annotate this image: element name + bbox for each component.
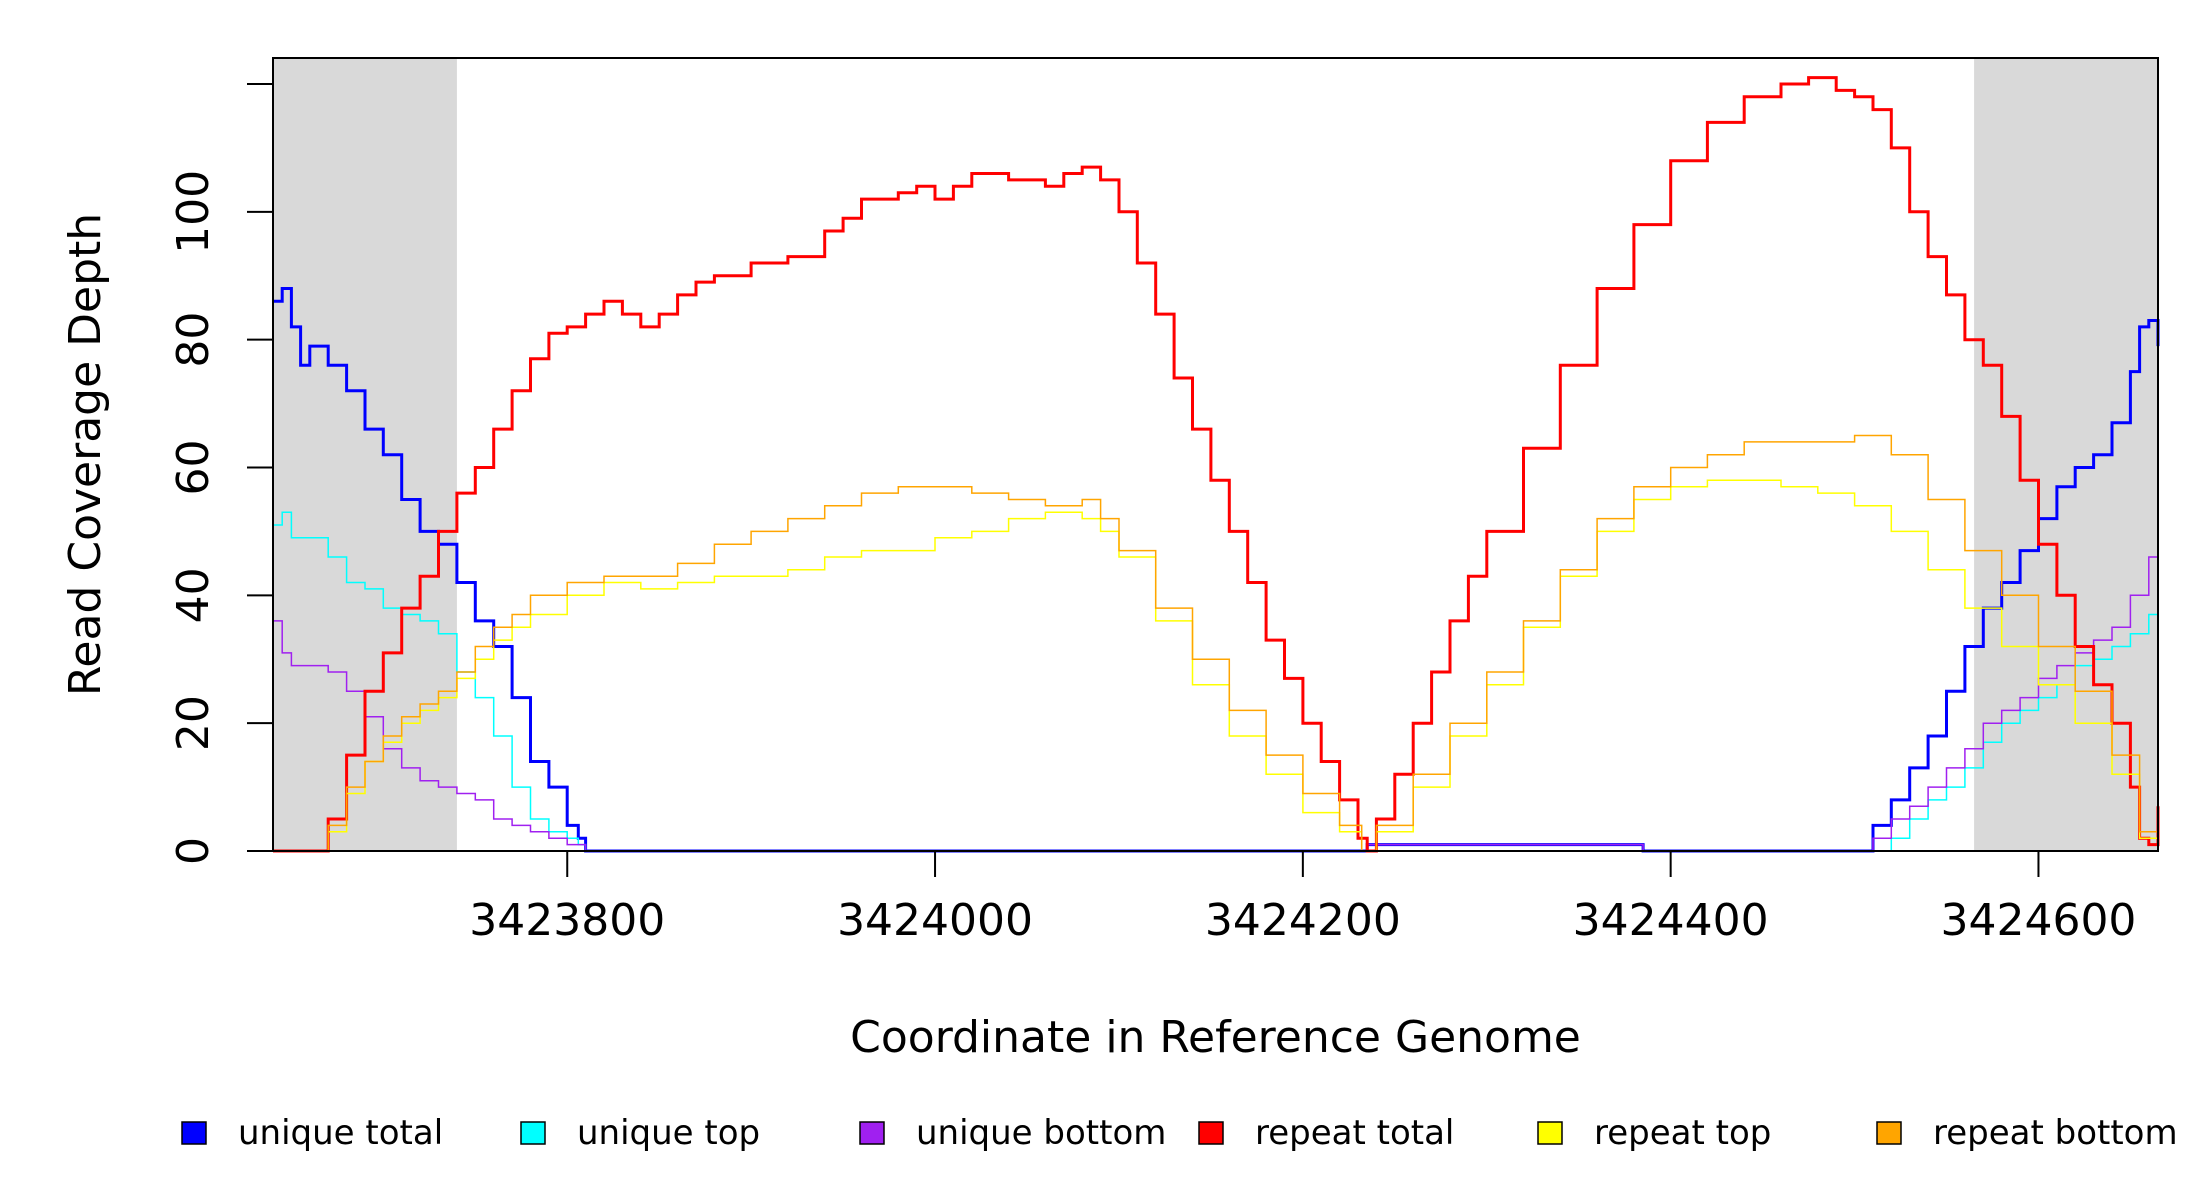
y-tick-label-80: 80 (168, 312, 219, 368)
legend-label-repeat-top: repeat top (1594, 1113, 1771, 1153)
legend-label-repeat-bottom: repeat bottom (1933, 1113, 2178, 1153)
legend-label-unique-total: unique total (238, 1113, 443, 1153)
series-line-repeat-total (273, 76, 2160, 853)
series-line-unique-bottom (273, 556, 2159, 852)
series-line-unique-top (273, 511, 2158, 852)
excluded-regions (273, 58, 2158, 851)
legend: unique total unique top unique bottom repea… (181, 1113, 2178, 1153)
y-axis: 0 20 40 60 80 100 (168, 83, 273, 865)
y-tick-label-100: 100 (168, 170, 219, 254)
legend-swatch-unique-total (181, 1121, 207, 1145)
x-tick-label-3424400: 3424400 (1573, 895, 1769, 946)
legend-swatch-repeat-top (1537, 1121, 1563, 1145)
x-axis: 3423800 3424000 3424200 3424400 3424600 (469, 851, 2136, 946)
x-axis-title: Coordinate in Reference Genome (850, 1012, 1581, 1063)
shaded-region-2 (1974, 58, 2158, 851)
x-tick-label-3424600: 3424600 (1940, 895, 2136, 946)
legend-swatch-unique-top (520, 1121, 546, 1145)
series-line-repeat-bottom (273, 434, 2159, 852)
legend-label-unique-top: unique top (577, 1113, 760, 1153)
plot-frame (272, 57, 2159, 852)
legend-swatch-repeat-bottom (1876, 1121, 1902, 1145)
y-tick-label-20: 20 (168, 695, 219, 751)
x-tick-label-3423800: 3423800 (469, 895, 665, 946)
series-lines (273, 76, 2160, 853)
x-tick-label-3424000: 3424000 (837, 895, 1033, 946)
y-tick-label-0: 0 (168, 837, 219, 865)
legend-swatch-repeat-total (1198, 1121, 1224, 1145)
y-tick-label-40: 40 (168, 567, 219, 623)
series-line-unique-total (273, 287, 2160, 853)
legend-swatch-unique-bottom (859, 1121, 885, 1145)
y-axis-title: Read Coverage Depth (60, 213, 111, 696)
y-tick-label-60: 60 (168, 440, 219, 496)
legend-label-unique-bottom: unique bottom (916, 1113, 1166, 1153)
legend-label-repeat-total: repeat total (1255, 1113, 1454, 1153)
x-tick-label-3424200: 3424200 (1205, 895, 1401, 946)
series-line-repeat-top (273, 479, 2158, 852)
